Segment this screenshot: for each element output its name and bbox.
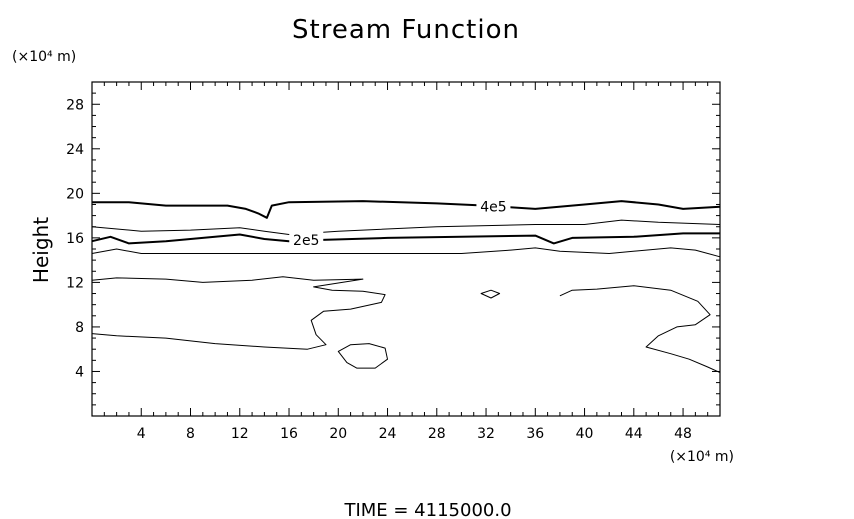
x-tick-label: 8 (186, 426, 195, 442)
y-tick-label: 12 (66, 275, 84, 291)
contour-line (337, 343, 388, 369)
x-tick-label: 44 (625, 426, 643, 442)
contour-label-bg (476, 197, 511, 214)
y-tick-label: 28 (66, 97, 84, 113)
contour-line (91, 219, 721, 235)
contour-line (91, 247, 721, 258)
y-tick-label: 8 (75, 320, 84, 336)
contour-label: 2e5 (293, 233, 319, 249)
contour-line (480, 289, 501, 299)
y-tick-label: 20 (66, 186, 84, 202)
contour-line (91, 276, 386, 350)
plot-frame (91, 81, 721, 417)
x-tick-label: 28 (428, 426, 446, 442)
y-tick-label: 16 (66, 231, 84, 247)
contour-lines: 4e5 2e5 (91, 197, 721, 374)
y-tick-label: 24 (66, 142, 84, 158)
y-unit-label: (×10⁴ m) (12, 49, 76, 65)
contour-line (92, 200, 721, 219)
x-tick-label: 4 (137, 426, 146, 442)
x-tick-label: 20 (329, 426, 347, 442)
contour-line (91, 232, 720, 245)
chart-title: Stream Function (292, 15, 520, 45)
contour-label: 4e5 (480, 200, 506, 216)
x-tick-label: 12 (231, 426, 249, 442)
contour-line (559, 285, 721, 374)
x-tick-label: 40 (576, 426, 594, 442)
time-footer: TIME = 4115000.0 (343, 500, 511, 519)
y-axis-label: Height (29, 217, 53, 283)
x-tick-label: 16 (280, 426, 298, 442)
contour-label-bg (289, 231, 324, 248)
x-tick-label: 24 (379, 426, 397, 442)
x-tick-label: 36 (526, 426, 544, 442)
x-tick-label: 32 (477, 426, 495, 442)
x-unit-label: (×10⁴ m) (670, 449, 734, 465)
x-tick-label: 48 (674, 426, 692, 442)
y-tick-label: 4 (75, 364, 84, 380)
